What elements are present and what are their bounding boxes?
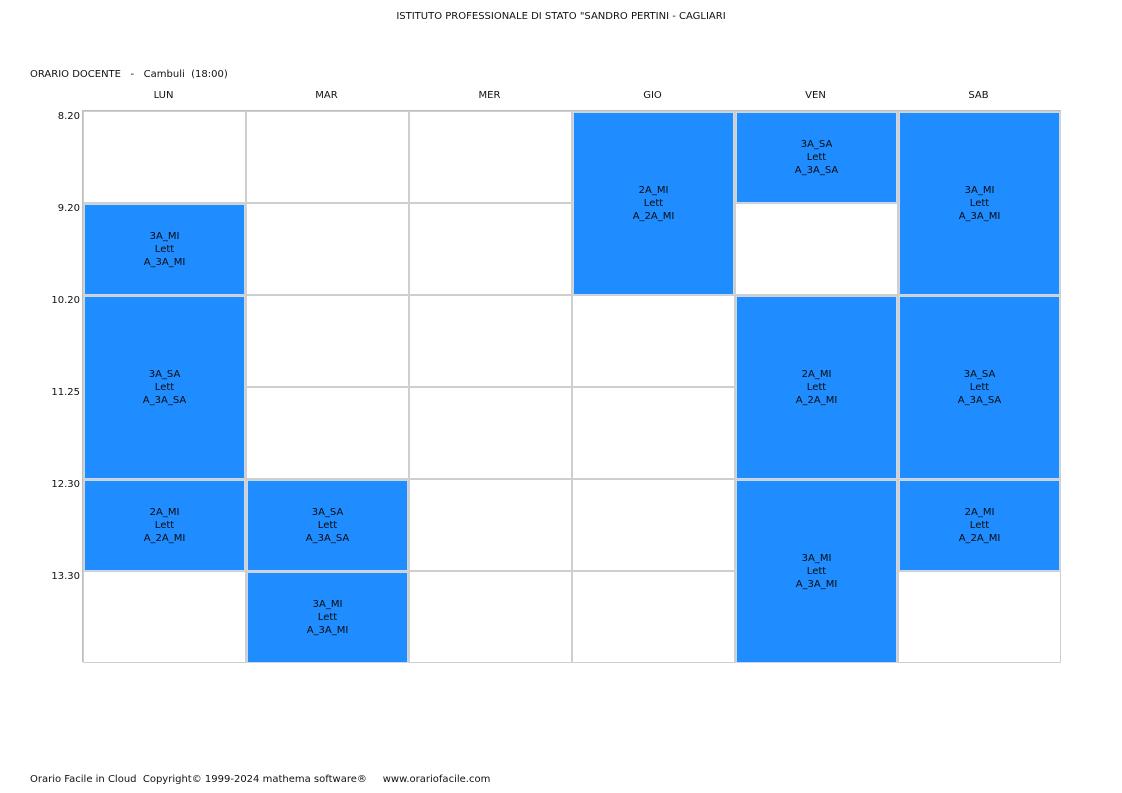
lesson-subject: Lett <box>969 520 990 531</box>
timetable-grid: 3A_MI Lett A_3A_MI 3A_SA Lett A_3A_SA 2A_MI Let… <box>82 110 1061 663</box>
empty-slot <box>409 203 572 295</box>
lesson-class: 3A_MI <box>312 599 343 610</box>
lesson-block[interactable]: 3A_SA Lett A_3A_SA <box>84 296 245 479</box>
lesson-block[interactable]: 3A_MI Lett A_3A_MI <box>84 204 245 295</box>
lesson-subject: Lett <box>154 244 175 255</box>
lesson-subject: Lett <box>969 198 990 209</box>
school-title: ISTITUTO PROFESSIONALE DI STATO "SANDRO … <box>396 11 726 22</box>
time-label: 9.20 <box>57 203 80 214</box>
lesson-subject: Lett <box>643 198 664 209</box>
lesson-group: A_3A_MI <box>795 579 838 590</box>
lesson-class: 2A_MI <box>149 507 180 518</box>
lesson-block[interactable]: 2A_MI Lett A_2A_MI <box>899 480 1060 571</box>
lesson-block[interactable]: 3A_SA Lett A_3A_SA <box>247 480 408 571</box>
lesson-subject: Lett <box>154 520 175 531</box>
lesson-class: 3A_SA <box>963 369 996 380</box>
empty-slot <box>898 571 1061 663</box>
lesson-block[interactable]: 2A_MI Lett A_2A_MI <box>573 112 734 295</box>
empty-slot <box>246 111 409 203</box>
lesson-group: A_3A_MI <box>958 211 1001 222</box>
lesson-block[interactable]: 3A_MI Lett A_3A_MI <box>899 112 1060 295</box>
lesson-subject: Lett <box>806 382 827 393</box>
lesson-subject: Lett <box>154 382 175 393</box>
lesson-group: A_3A_SA <box>305 533 350 544</box>
empty-slot <box>409 295 572 387</box>
lesson-group: A_2A_MI <box>795 395 838 406</box>
lesson-class: 3A_SA <box>311 507 344 518</box>
lesson-class: 3A_SA <box>148 369 181 380</box>
lesson-class: 2A_MI <box>638 185 669 196</box>
lesson-group: A_3A_SA <box>142 395 187 406</box>
day-label-mer: MER <box>478 90 501 101</box>
empty-slot <box>83 111 246 203</box>
lesson-class: 3A_MI <box>964 185 995 196</box>
day-label-lun: LUN <box>153 90 174 101</box>
empty-slot <box>246 387 409 479</box>
day-label-sab: SAB <box>968 90 989 101</box>
lesson-subject: Lett <box>806 152 827 163</box>
day-label-mar: MAR <box>315 90 338 101</box>
lesson-group: A_3A_SA <box>957 395 1002 406</box>
lesson-block[interactable]: 2A_MI Lett A_2A_MI <box>736 296 897 479</box>
empty-slot <box>735 203 898 295</box>
empty-slot <box>572 479 735 571</box>
lesson-block[interactable]: 2A_MI Lett A_2A_MI <box>84 480 245 571</box>
lesson-group: A_3A_MI <box>306 625 349 636</box>
lesson-group: A_2A_MI <box>632 211 675 222</box>
lesson-block[interactable]: 3A_SA Lett A_3A_SA <box>736 112 897 203</box>
empty-slot <box>83 571 246 663</box>
empty-slot <box>246 203 409 295</box>
day-label-gio: GIO <box>643 90 662 101</box>
lesson-subject: Lett <box>317 612 338 623</box>
lesson-subject: Lett <box>317 520 338 531</box>
empty-slot <box>409 111 572 203</box>
empty-slot <box>246 295 409 387</box>
empty-slot <box>572 571 735 663</box>
copyright-footer: Orario Facile in Cloud Copyright© 1999-2… <box>30 774 491 785</box>
lesson-class: 2A_MI <box>964 507 995 518</box>
lesson-class: 3A_MI <box>149 231 180 242</box>
lesson-class: 3A_SA <box>800 139 833 150</box>
empty-slot <box>572 295 735 387</box>
time-label: 10.20 <box>51 295 80 306</box>
empty-slot <box>409 571 572 663</box>
empty-slot <box>572 387 735 479</box>
lesson-block[interactable]: 3A_MI Lett A_3A_MI <box>736 480 897 663</box>
lesson-block[interactable]: 3A_MI Lett A_3A_MI <box>247 572 408 663</box>
lesson-class: 2A_MI <box>801 369 832 380</box>
lesson-group: A_2A_MI <box>143 533 186 544</box>
empty-slot <box>409 479 572 571</box>
time-label: 11.25 <box>51 387 80 398</box>
lesson-class: 3A_MI <box>801 553 832 564</box>
lesson-group: A_2A_MI <box>958 533 1001 544</box>
lesson-block[interactable]: 3A_SA Lett A_3A_SA <box>899 296 1060 479</box>
lesson-subject: Lett <box>806 566 827 577</box>
day-label-ven: VEN <box>805 90 826 101</box>
lesson-group: A_3A_MI <box>143 257 186 268</box>
time-label: 13.30 <box>51 571 80 582</box>
lesson-group: A_3A_SA <box>794 165 839 176</box>
time-label: 8.20 <box>57 111 80 122</box>
teacher-schedule-header: ORARIO DOCENTE - Cambuli (18:00) <box>30 69 228 80</box>
lesson-subject: Lett <box>969 382 990 393</box>
empty-slot <box>409 387 572 479</box>
time-label: 12.30 <box>51 479 80 490</box>
